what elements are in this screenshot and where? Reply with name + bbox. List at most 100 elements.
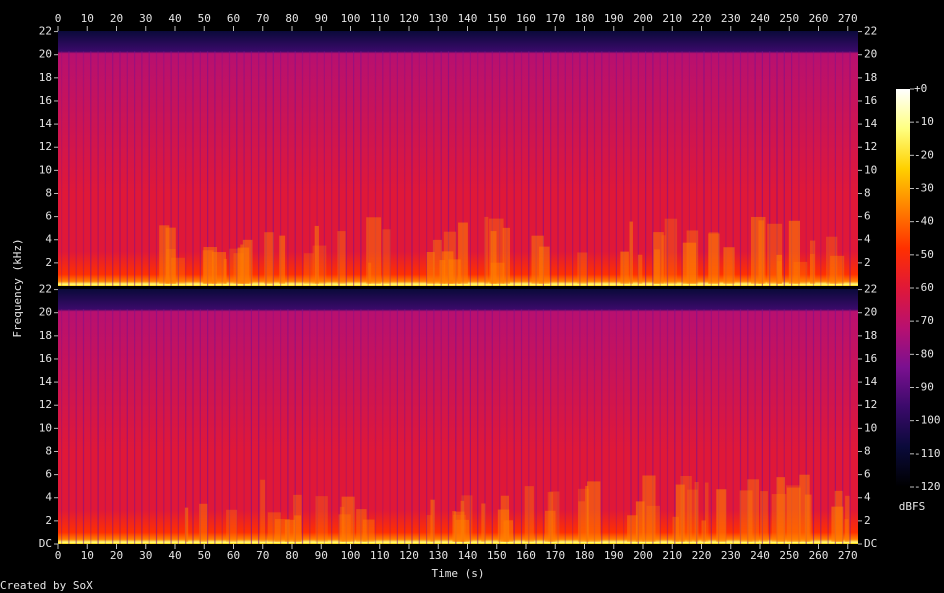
texture-stripe	[163, 51, 165, 286]
x-tick-label-top: 210	[662, 12, 682, 25]
texture-stripe	[75, 51, 77, 286]
x-tick-label-top: 190	[604, 12, 624, 25]
colorbar-tick-label: -100	[914, 414, 941, 427]
texture-stripe	[630, 309, 632, 544]
x-tick-label: 50	[198, 549, 211, 562]
x-tick-label-top: 140	[458, 12, 478, 25]
x-tick-label-top: 270	[838, 12, 858, 25]
y-tick-label: 2	[45, 514, 52, 527]
texture-stripe	[104, 309, 106, 544]
colorbar-tick-label: -20	[914, 148, 934, 161]
texture-stripe	[134, 309, 136, 544]
texture-stripe	[418, 51, 420, 286]
x-tick-label-top: 70	[256, 12, 269, 25]
texture-stripe	[842, 309, 844, 544]
colorbar-tick-label: -30	[914, 182, 934, 195]
x-tick-label-top: 20	[110, 12, 123, 25]
texture-stripe	[68, 51, 70, 286]
texture-stripe	[710, 309, 712, 544]
texture-burst	[747, 479, 759, 542]
texture-burst	[585, 485, 589, 542]
texture-stripe	[119, 309, 121, 544]
texture-burst	[751, 216, 766, 284]
spectrogram-panel	[58, 31, 858, 286]
y-tick-label-right: 10	[864, 421, 877, 434]
x-tick-label-top: 240	[750, 12, 770, 25]
y-tick-label-right: 16	[864, 352, 877, 365]
texture-burst	[577, 252, 588, 284]
texture-burst	[314, 225, 319, 284]
texture-stripe	[199, 309, 201, 544]
texture-stripe	[849, 309, 851, 544]
x-tick-label: 90	[315, 549, 328, 562]
x-tick-label: 0	[55, 549, 62, 562]
y-tick-label: 4	[45, 233, 52, 246]
texture-burst	[830, 255, 845, 284]
texture-burst	[426, 515, 432, 542]
y-tick-label-right: 18	[864, 329, 877, 342]
texture-burst	[627, 515, 638, 542]
texture-stripe	[739, 309, 742, 544]
texture-stripe	[681, 309, 683, 544]
texture-burst	[578, 501, 585, 542]
texture-stripe	[725, 51, 727, 286]
texture-burst	[587, 481, 601, 542]
y-tick-label: 18	[39, 71, 52, 84]
texture-burst	[312, 245, 327, 284]
y-tick-label: 12	[39, 140, 52, 153]
x-tick-label: 30	[139, 549, 152, 562]
texture-stripe	[455, 309, 457, 544]
texture-stripe	[491, 51, 493, 286]
texture-burst	[635, 501, 645, 542]
colorbar-tick-label: -110	[914, 447, 941, 460]
texture-burst	[293, 494, 302, 542]
texture-stripe	[228, 51, 231, 286]
y-tick-label-right: 10	[864, 163, 877, 176]
texture-burst	[687, 489, 698, 542]
texture-stripe	[557, 309, 559, 544]
texture-burst	[500, 495, 509, 542]
x-tick-label-top: 120	[399, 12, 419, 25]
texture-stripe	[469, 51, 471, 286]
texture-burst	[264, 232, 274, 284]
texture-stripe	[265, 51, 267, 286]
texture-stripe	[601, 309, 603, 544]
texture-stripe	[718, 309, 720, 544]
texture-burst	[701, 520, 706, 542]
texture-burst	[490, 231, 497, 284]
texture-stripe	[499, 309, 501, 544]
x-tick-label: 40	[168, 549, 181, 562]
colorbar	[896, 89, 910, 487]
texture-stripe	[747, 51, 749, 286]
texture-stripe	[688, 51, 690, 286]
y-tick-label: 14	[39, 117, 53, 130]
texture-burst	[799, 474, 810, 542]
texture-stripe	[579, 51, 581, 286]
y-tick-label-right: 20	[864, 306, 877, 319]
texture-stripe	[250, 309, 252, 544]
texture-burst	[315, 496, 328, 542]
y-tick-label: 8	[45, 186, 52, 199]
texture-burst	[642, 475, 656, 542]
texture-stripe	[761, 51, 763, 286]
texture-stripe	[455, 51, 457, 286]
texture-stripe	[812, 309, 815, 544]
y-tick-label-right: 22	[864, 283, 877, 296]
texture-stripe	[192, 309, 194, 544]
texture-stripe	[404, 309, 406, 544]
texture-stripe	[791, 51, 793, 286]
x-tick-label-top: 0	[55, 12, 62, 25]
texture-stripe	[374, 51, 377, 286]
texture-burst	[448, 259, 461, 284]
texture-stripe	[783, 51, 785, 286]
texture-stripe	[323, 309, 325, 544]
texture-stripe	[236, 51, 238, 286]
texture-stripe	[331, 51, 333, 286]
x-tick-label: 160	[516, 549, 536, 562]
texture-stripe	[732, 51, 734, 286]
y-tick-label-right: 4	[864, 233, 871, 246]
colorbar-label: dBFS	[899, 500, 926, 513]
colorbar-tick-label: -90	[914, 381, 934, 394]
texture-stripe	[382, 309, 384, 544]
